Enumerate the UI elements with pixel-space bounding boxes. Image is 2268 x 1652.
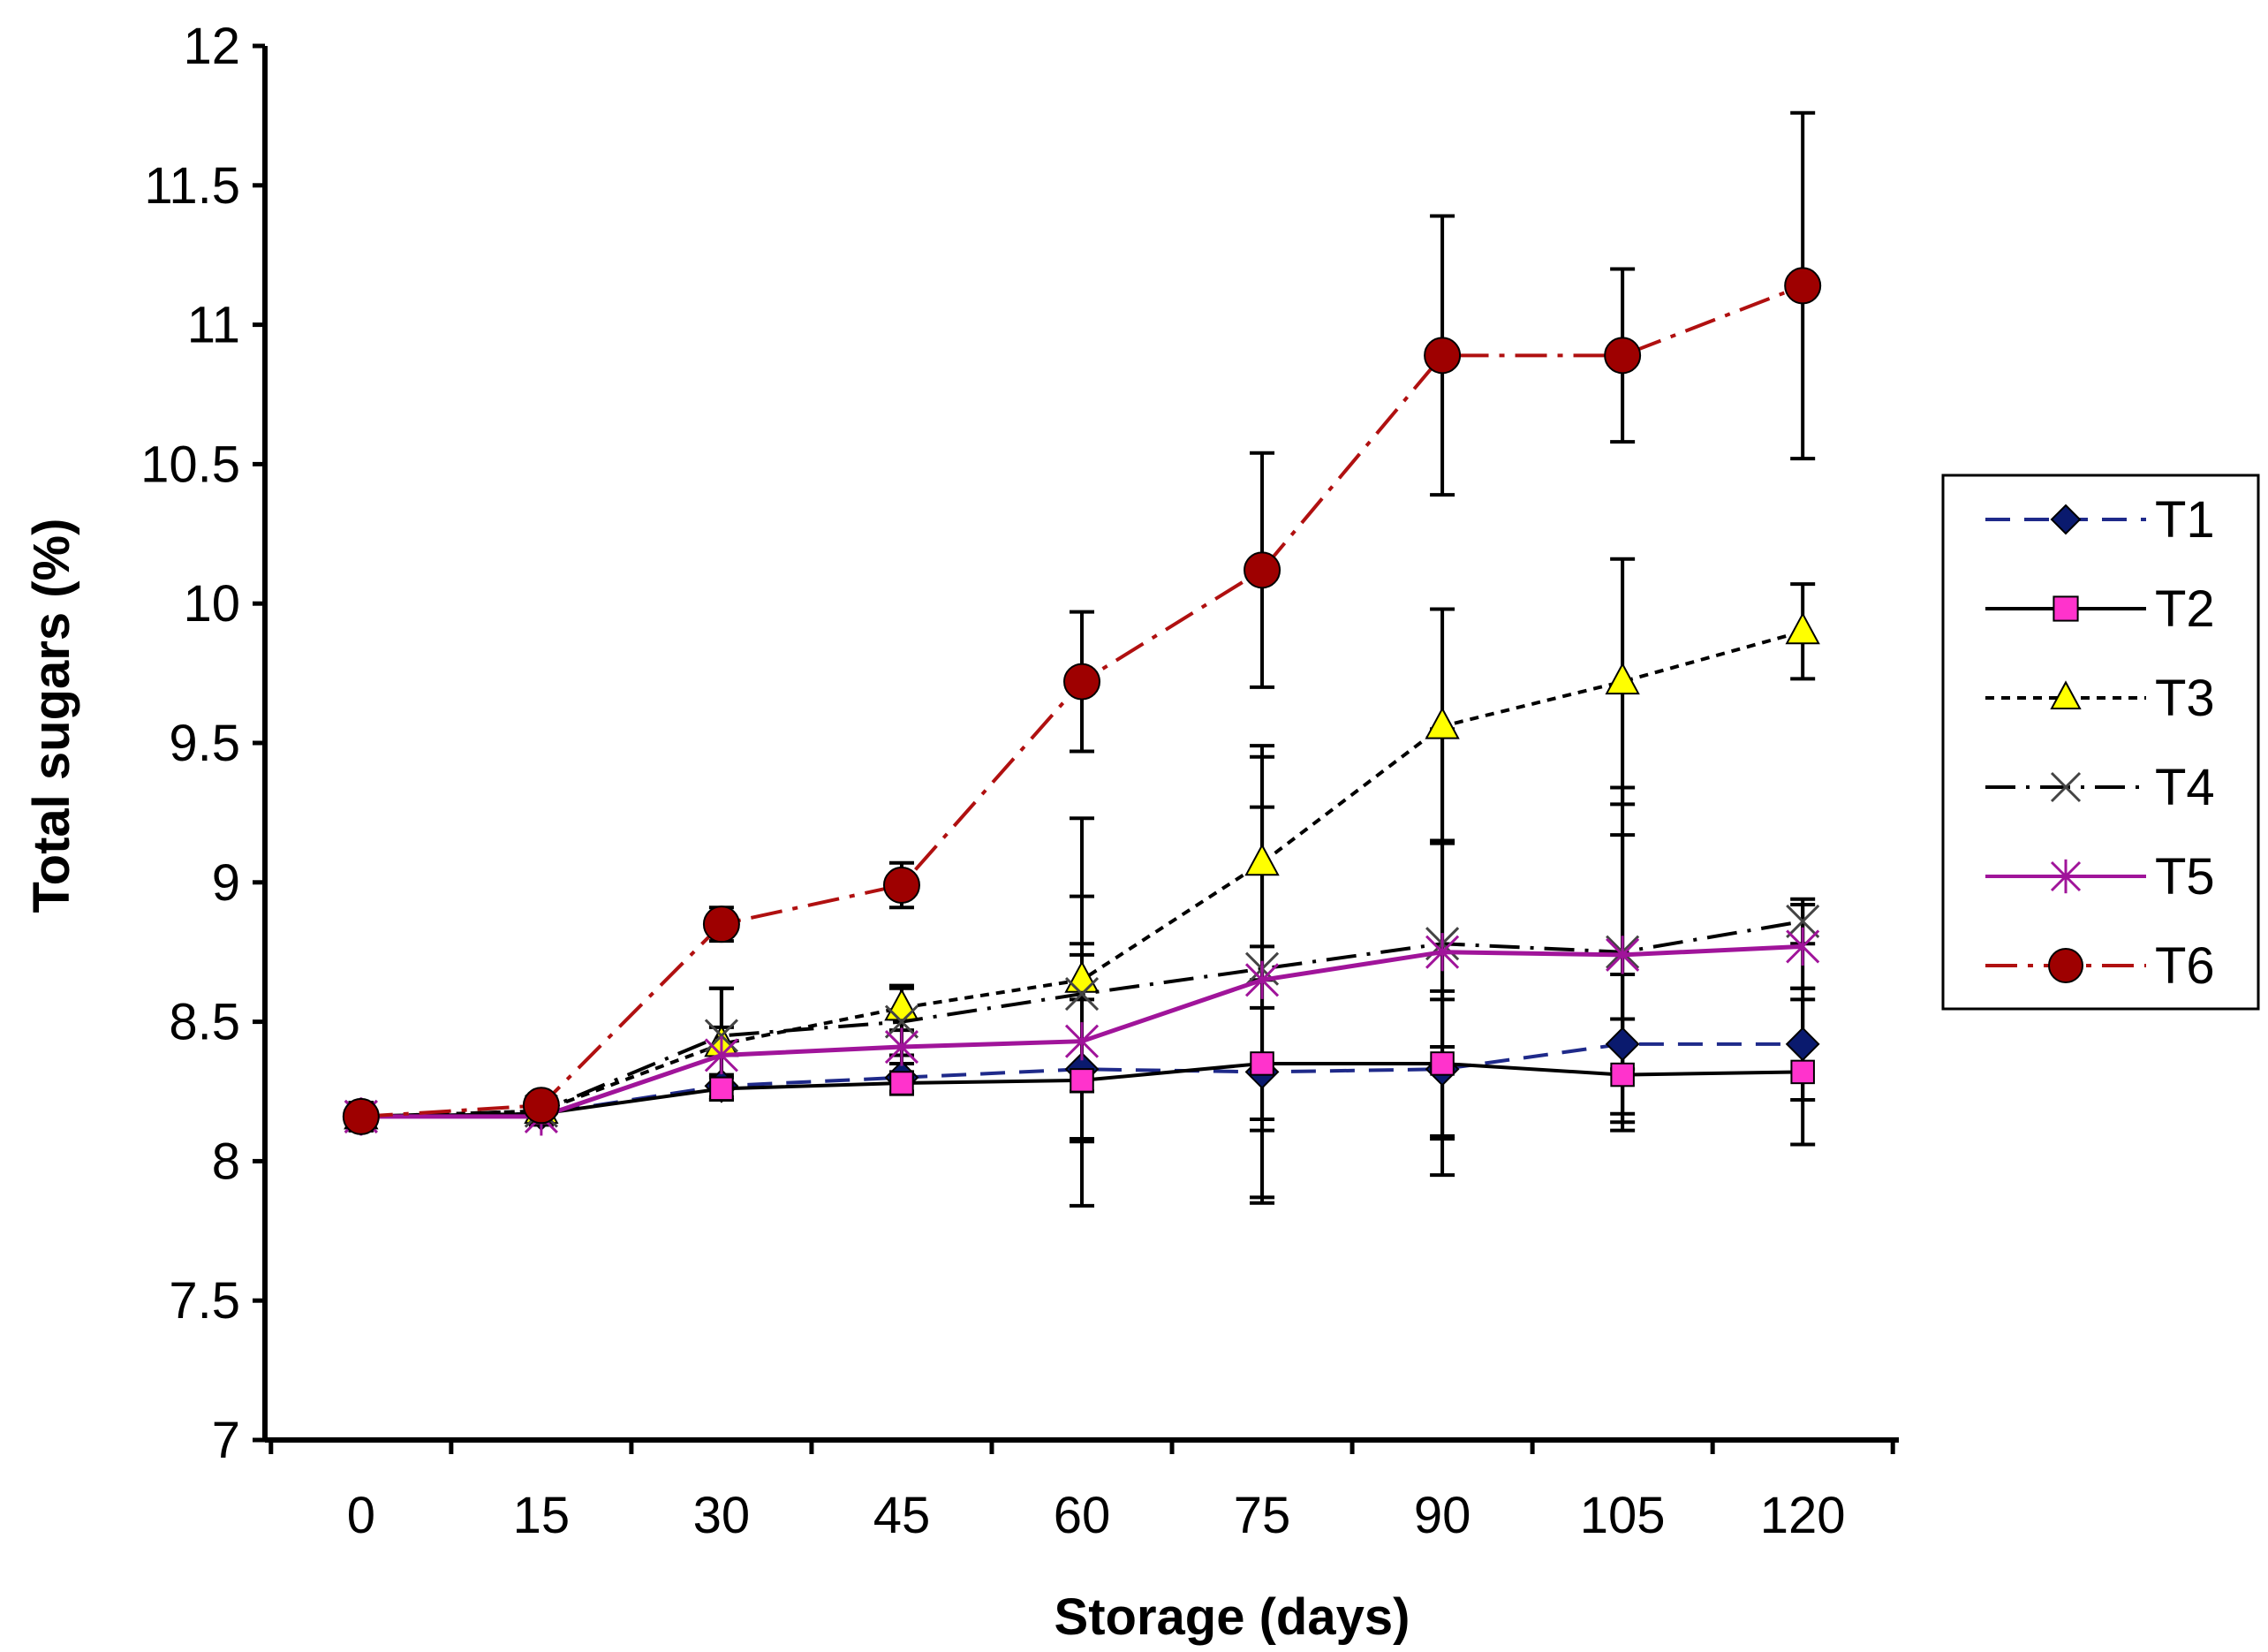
legend-label: T2: [2155, 580, 2215, 638]
data-point-T5: [704, 1035, 738, 1075]
data-point-T5: [1064, 1022, 1100, 1061]
data-point-T6: [342, 1097, 380, 1135]
data-point-T5: [1786, 927, 1820, 966]
data-point-T5: [2050, 859, 2082, 894]
data-point-T2: [1070, 1068, 1094, 1093]
data-point-T6: [882, 866, 920, 904]
data-point-T5: [1244, 960, 1280, 999]
data-point-T3: [1785, 611, 1820, 645]
x-axis-title: Storage (days): [1055, 1588, 1410, 1646]
y-tick-label: 10: [183, 575, 240, 633]
legend-item-T6: T6: [1985, 937, 2215, 995]
x-marker-stroke: [1064, 976, 1100, 1012]
x-tick-label: 75: [1234, 1487, 1291, 1544]
x-tick-label: 30: [693, 1487, 751, 1544]
legend-item-T1: T1: [1985, 491, 2215, 549]
x-tick-label: 15: [513, 1487, 571, 1544]
y-tick-label: 11.5: [144, 157, 240, 215]
legend-box: [1941, 474, 2260, 1011]
legend-item-T4: T4: [1985, 759, 2215, 816]
data-point-T2: [1790, 1059, 1815, 1085]
data-point-T4: [884, 1004, 919, 1039]
x-tick-label: 45: [873, 1487, 931, 1544]
data-point-T2: [1430, 1051, 1455, 1076]
data-point-T6: [702, 906, 740, 943]
data-point-T1: [2050, 504, 2082, 535]
x-marker-stroke: [2050, 771, 2082, 803]
data-point-T6: [522, 1087, 560, 1125]
data-point-T6: [1063, 663, 1100, 701]
data-point-T6: [2048, 948, 2083, 983]
data-point-T5: [1425, 933, 1460, 972]
data-point-T6: [1604, 337, 1642, 375]
data-point-T2: [1610, 1062, 1635, 1087]
y-tick-label: 7.5: [169, 1272, 240, 1330]
data-point-T4: [1786, 904, 1820, 939]
data-point-T4: [1064, 976, 1100, 1012]
data-point-T5: [1606, 936, 1640, 974]
data-point-T4: [2050, 771, 2082, 803]
data-point-T3: [1064, 960, 1100, 993]
legend-label: T5: [2155, 848, 2215, 906]
legend-item-T3: T3: [1985, 670, 2215, 727]
y-tick-label: 12: [183, 18, 240, 75]
x-tick-label: 105: [1580, 1487, 1666, 1544]
data-point-T2: [2053, 595, 2079, 622]
x-tick-label: 120: [1760, 1487, 1846, 1544]
data-point-T6: [1244, 551, 1281, 589]
data-point-T5: [884, 1027, 919, 1066]
series-T6: [342, 267, 1822, 1135]
series-layer: [342, 110, 1822, 1208]
data-point-T2: [709, 1076, 734, 1102]
x-axis-ticks: 0 15 30 45 60 75 90 105 120: [268, 1440, 1895, 1544]
y-tick-label: 9.5: [169, 715, 240, 772]
data-point-T2: [889, 1071, 914, 1095]
legend-label: T4: [2155, 759, 2215, 816]
y-tick-label: 8: [212, 1133, 240, 1190]
legend-label: T3: [2155, 670, 2215, 727]
y-axis-ticks: 7 7.5 8 8.5 9 9.5 10 10.5 11 11.5 12: [140, 18, 265, 1469]
y-tick-label: 8.5: [169, 994, 240, 1051]
y-tick-label: 10.5: [140, 436, 240, 493]
data-point-T3: [884, 988, 919, 1021]
data-point-T3: [1425, 707, 1460, 739]
legend: T1 T2 T3 T4 T5 T6: [1941, 474, 2260, 1011]
data-point-T3: [1244, 843, 1280, 876]
data-point-T1: [1605, 1027, 1640, 1062]
y-tick-label: 7: [212, 1412, 240, 1469]
y-tick-label: 9: [212, 854, 240, 912]
data-point-T1: [1785, 1027, 1820, 1062]
legend-label: T1: [2155, 491, 2215, 549]
x-tick-label: 0: [347, 1487, 375, 1544]
x-marker-stroke: [884, 1004, 919, 1039]
legend-item-T2: T2: [1985, 580, 2215, 638]
data-point-T2: [1250, 1051, 1274, 1076]
legend-item-T5: T5: [1985, 848, 2215, 906]
x-tick-label: 60: [1054, 1487, 1111, 1544]
x-tick-label: 90: [1414, 1487, 1471, 1544]
x-marker-stroke: [1786, 904, 1820, 939]
data-point-T6: [1784, 267, 1822, 305]
data-point-T6: [1424, 337, 1462, 375]
y-tick-label: 11: [187, 297, 240, 354]
legend-label: T6: [2155, 937, 2215, 995]
y-axis-title: Total sugars (%): [23, 519, 80, 913]
data-point-T3: [2050, 680, 2082, 709]
data-point-T3: [1605, 662, 1640, 695]
